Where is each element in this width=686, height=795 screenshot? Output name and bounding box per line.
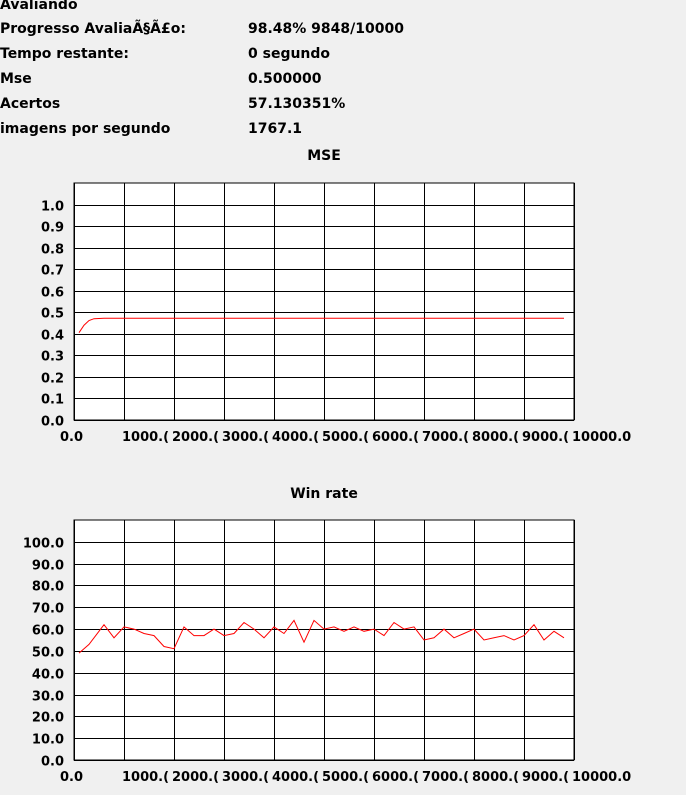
winrate-x-tick-label: 1000.( (122, 770, 169, 785)
winrate-x-tick-label: 6000.( (372, 770, 419, 785)
mse-y-tick-label: 0.4 (41, 329, 64, 344)
mse-y-tick-label: 0.1 (41, 393, 64, 408)
mse-y-tick-label: 0.5 (41, 307, 64, 322)
stat-value-time-remaining: 0 segundo (248, 46, 331, 62)
winrate-y-tick-label: 20.0 (32, 711, 64, 726)
winrate-y-tick-label: 50.0 (32, 646, 64, 661)
winrate-x-tick-label: 10000.0 (572, 770, 631, 785)
winrate-y-tick-label: 0.0 (41, 755, 64, 770)
winrate-x-tick-label: 4000.( (272, 770, 319, 785)
stat-value-images-per-second: 1767.1 (248, 121, 303, 137)
mse-y-tick-label: 1.0 (41, 200, 64, 215)
mse-chart-title: MSE (307, 148, 341, 164)
winrate-y-tick-label: 80.0 (32, 580, 64, 595)
mse-x-tick-label: 8000.( (472, 430, 519, 445)
mse-x-tick-label: 4000.( (272, 430, 319, 445)
stat-value-mse: 0.500000 (248, 71, 322, 87)
winrate-chart: Win rate 0.0 10.0 20.0 30.0 40.0 50.0 60.0 70.0 8… (23, 486, 631, 785)
winrate-x-tick-label: 5000.( (322, 770, 369, 785)
mse-x-tick-label: 9000.( (522, 430, 569, 445)
mse-y-tick-label: 0.8 (41, 243, 64, 258)
winrate-y-tick-label: 40.0 (32, 668, 64, 683)
status-heading: Avaliando (0, 0, 78, 13)
mse-y-tick-label: 0.0 (41, 415, 64, 430)
winrate-chart-title: Win rate (290, 486, 358, 502)
winrate-x-tick-label: 9000.( (522, 770, 569, 785)
mse-y-tick-label: 0.7 (41, 264, 64, 279)
mse-x-tick-label: 5000.( (322, 430, 369, 445)
winrate-x-tick-label: 7000.( (422, 770, 469, 785)
stat-label-accuracy: Acertos (0, 96, 61, 112)
mse-series-line (78, 317, 564, 333)
stat-value-accuracy: 57.130351% (248, 96, 346, 112)
winrate-y-tick-label: 100.0 (23, 537, 64, 552)
mse-chart: MSE 0.0 0.1 0.2 0.3 0.4 0.5 0.6 0.7 0.8 0.9 1.0 0.0 1… (41, 148, 631, 445)
mse-y-tick-label: 0.9 (41, 221, 64, 236)
mse-x-tick-label: 10000.0 (572, 430, 631, 445)
stat-label-images-per-second: imagens por segundo (0, 121, 171, 137)
stat-value-progress: 98.48% 9848/10000 (248, 21, 404, 37)
winrate-y-tick-label: 90.0 (32, 559, 64, 574)
stat-label-mse: Mse (0, 71, 32, 87)
mse-x-tick-label: 6000.( (372, 430, 419, 445)
mse-x-tick-label: 0.0 (60, 430, 83, 445)
winrate-x-tick-label: 0.0 (60, 770, 83, 785)
mse-y-tick-label: 0.6 (41, 286, 64, 301)
winrate-x-tick-label: 8000.( (472, 770, 519, 785)
mse-y-tick-label: 0.3 (41, 350, 64, 365)
mse-x-tick-label: 3000.( (222, 430, 269, 445)
stat-label-time-remaining: Tempo restante: (0, 46, 129, 62)
winrate-y-tick-label: 70.0 (32, 602, 64, 617)
winrate-y-tick-label: 60.0 (32, 624, 64, 639)
winrate-y-tick-label: 30.0 (32, 690, 64, 705)
mse-y-tick-label: 0.2 (41, 372, 64, 387)
winrate-x-tick-label: 3000.( (222, 770, 269, 785)
mse-x-tick-label: 2000.( (172, 430, 219, 445)
winrate-y-tick-label: 10.0 (32, 733, 64, 748)
stat-label-progress: Progresso AvaliaÃ§Ã£o: (0, 21, 186, 37)
mse-x-tick-label: 7000.( (422, 430, 469, 445)
winrate-series-line (78, 619, 565, 654)
mse-x-tick-label: 1000.( (122, 430, 169, 445)
winrate-x-tick-label: 2000.( (172, 770, 219, 785)
